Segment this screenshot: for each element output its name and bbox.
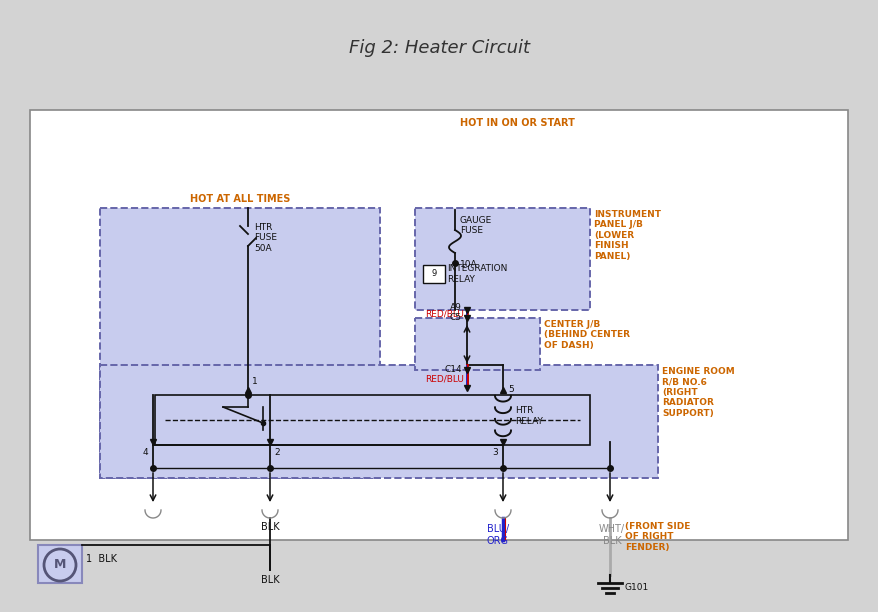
Bar bbox=[422, 265, 444, 283]
Text: HTR
FUSE
50A: HTR FUSE 50A bbox=[254, 223, 277, 253]
Text: BLK: BLK bbox=[261, 522, 279, 532]
Bar bbox=[0, 0, 878, 85]
Text: C5: C5 bbox=[450, 313, 462, 323]
Text: 3: 3 bbox=[492, 448, 498, 457]
Text: WHT/
BLK: WHT/ BLK bbox=[598, 524, 624, 546]
Text: 10A: 10A bbox=[459, 260, 477, 269]
Text: M: M bbox=[54, 559, 66, 572]
Text: (FRONT SIDE
OF RIGHT
FENDER): (FRONT SIDE OF RIGHT FENDER) bbox=[624, 522, 689, 552]
Text: BLU/
ORG: BLU/ ORG bbox=[486, 524, 508, 546]
Bar bbox=[155, 395, 589, 445]
Text: INTEGRATION
RELAY: INTEGRATION RELAY bbox=[447, 264, 507, 284]
Text: 1: 1 bbox=[252, 377, 257, 386]
Text: HOT IN ON OR START: HOT IN ON OR START bbox=[459, 118, 574, 128]
Text: Fig 2: Heater Circuit: Fig 2: Heater Circuit bbox=[349, 39, 530, 57]
Text: GAUGE
FUSE: GAUGE FUSE bbox=[459, 216, 492, 236]
Text: 1  BLK: 1 BLK bbox=[86, 554, 117, 564]
Text: 9: 9 bbox=[431, 269, 436, 278]
Text: RED/BLU: RED/BLU bbox=[425, 310, 464, 318]
Bar bbox=[100, 208, 379, 478]
Text: 4: 4 bbox=[142, 448, 148, 457]
Text: BLK: BLK bbox=[261, 575, 279, 585]
Text: C14: C14 bbox=[444, 365, 462, 375]
Text: CENTER J/B
(BEHIND CENTER
OF DASH): CENTER J/B (BEHIND CENTER OF DASH) bbox=[543, 320, 630, 350]
Text: 5: 5 bbox=[507, 386, 513, 395]
Bar bbox=[100, 365, 658, 478]
Bar bbox=[414, 318, 539, 370]
Text: HOT AT ALL TIMES: HOT AT ALL TIMES bbox=[190, 194, 290, 204]
Text: ENGINE ROOM
R/B NO.6
(RIGHT
RADIATOR
SUPPORT): ENGINE ROOM R/B NO.6 (RIGHT RADIATOR SUP… bbox=[661, 367, 734, 417]
Text: A9: A9 bbox=[450, 304, 462, 313]
Text: G101: G101 bbox=[624, 583, 649, 592]
Bar bbox=[38, 545, 82, 583]
Bar bbox=[414, 208, 589, 310]
Text: RED/BLU: RED/BLU bbox=[425, 375, 464, 384]
Text: HTR
RELAY: HTR RELAY bbox=[515, 406, 543, 426]
Text: INSTRUMENT
PANEL J/B
(LOWER
FINISH
PANEL): INSTRUMENT PANEL J/B (LOWER FINISH PANEL… bbox=[594, 210, 660, 261]
Bar bbox=[30, 110, 847, 540]
Text: 2: 2 bbox=[274, 448, 279, 457]
